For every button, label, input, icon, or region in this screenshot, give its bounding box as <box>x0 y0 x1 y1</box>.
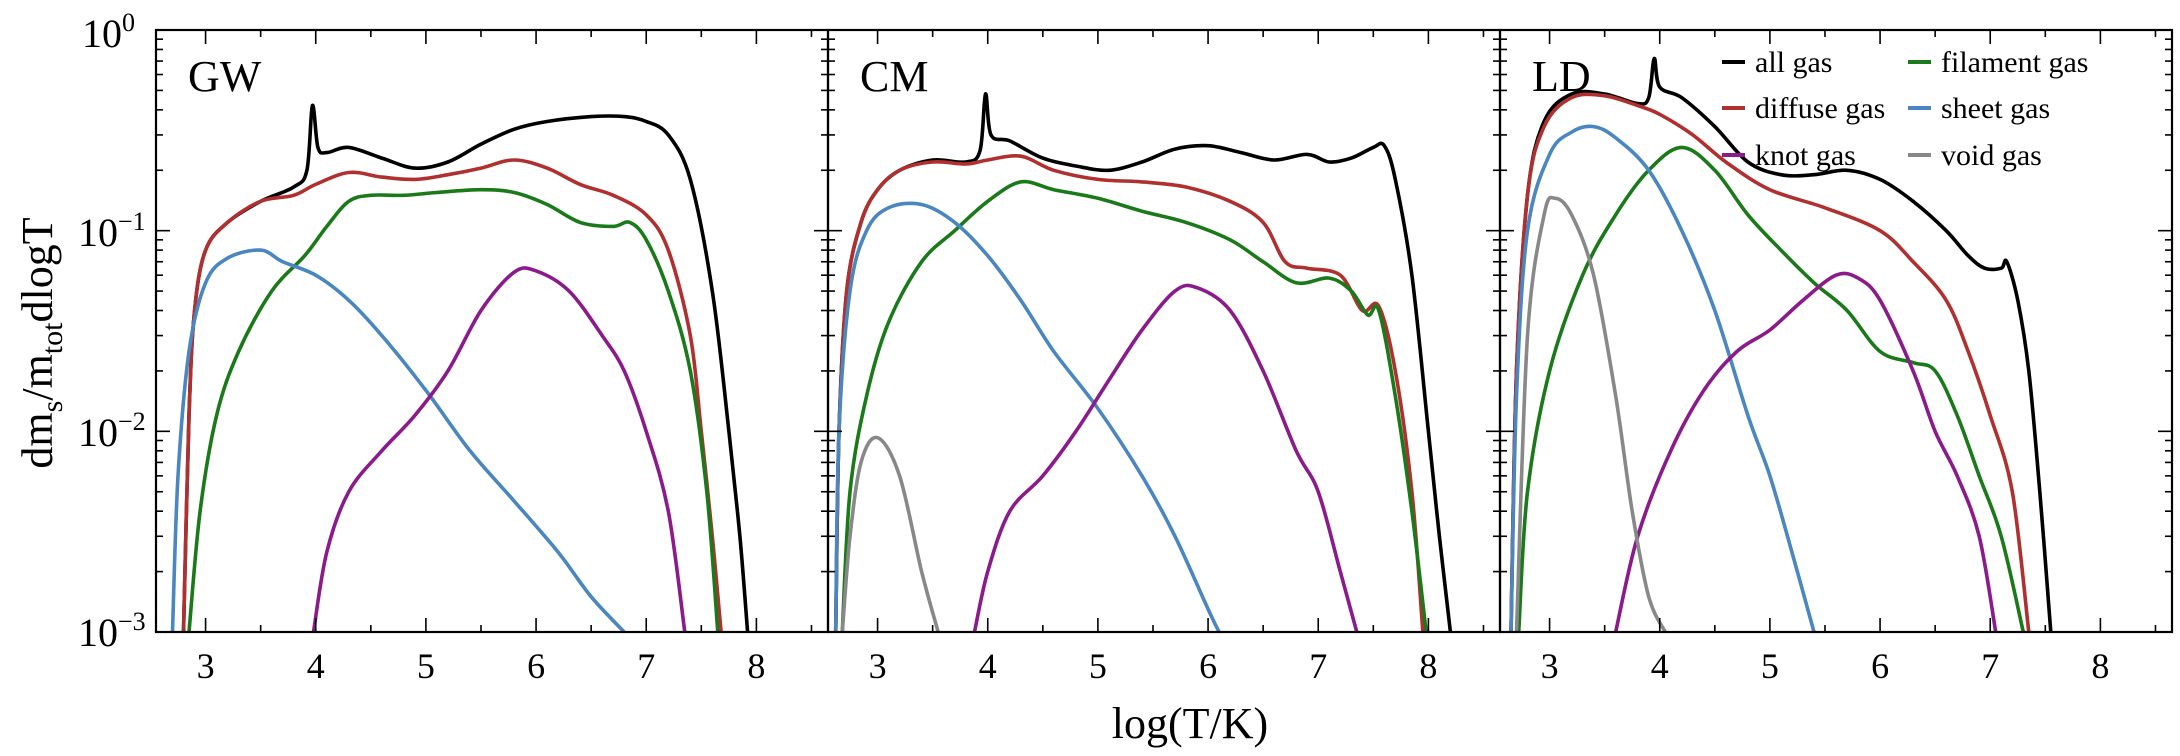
x-tick-label-cm-4: 4 <box>979 646 997 686</box>
y-ticks-ld <box>1500 38 2172 633</box>
panel-label-gw: GW <box>188 52 262 101</box>
legend-entry-diffuse-gas: diffuse gas <box>1722 92 1885 125</box>
x-tick-label-gw-3: 3 <box>197 646 215 686</box>
legend-label-filament-gas: filament gas <box>1941 46 2088 79</box>
legend-entry-sheet-gas: sheet gas <box>1908 92 2050 125</box>
legend-label-diffuse-gas: diffuse gas <box>1755 92 1885 125</box>
panel-label-ld: LD <box>1532 52 1591 101</box>
series-gw-diffuse-gas <box>181 158 723 632</box>
series-gw-sheet-gas <box>170 248 626 632</box>
series-ld-sheet-gas <box>1509 124 1816 632</box>
series-gw-filament-gas <box>187 187 720 632</box>
x-tick-label-ld-3: 3 <box>1541 646 1559 686</box>
legend-label-void-gas: void gas <box>1941 139 2042 172</box>
legend-entry-void-gas: void gas <box>1908 139 2042 172</box>
curves-gw <box>170 103 750 632</box>
x-tick-label-gw-6: 6 <box>527 646 545 686</box>
y-tick-label-1e-1: 10−1 <box>78 207 146 255</box>
panels: 3 4 5 6 7 8 GW 3 4 5 6 7 8 CM 3 4 5 6 7 8 LD <box>154 28 2174 686</box>
series-ld-knot-gas <box>1613 271 1998 632</box>
series-ld-diffuse-gas <box>1509 92 2031 632</box>
x-tick-label-gw-5: 5 <box>417 646 435 686</box>
curves-ld <box>1509 56 2053 632</box>
x-tick-label-cm-8: 8 <box>1419 646 1437 686</box>
panel-label-cm: CM <box>860 52 928 101</box>
x-tick-label-cm-6: 6 <box>1199 646 1217 686</box>
series-cm-sheet-gas <box>833 201 1221 632</box>
x-tick-label-ld-5: 5 <box>1761 646 1779 686</box>
x-tick-label-ld-4: 4 <box>1651 646 1669 686</box>
y-axis-label: dms/mtotdlogT <box>13 217 69 468</box>
y-ticks-cm <box>828 38 1500 633</box>
x-axis-label: log(T/K) <box>1112 699 1268 748</box>
panel-frame-ld <box>1498 28 2174 634</box>
x-tick-label-ld-8: 8 <box>2091 646 2109 686</box>
legend-label-all-gas: all gas <box>1755 46 1832 79</box>
x-tick-label-gw-4: 4 <box>307 646 325 686</box>
series-gw-all-gas <box>181 103 750 632</box>
series-gw-knot-gas <box>311 266 687 632</box>
series-ld-all-gas <box>1509 56 2053 632</box>
legend-entry-all-gas: all gas <box>1722 46 1832 79</box>
panel-ld: 3 4 5 6 7 8 LD <box>1498 28 2174 686</box>
panel-gw: 3 4 5 6 7 8 GW <box>154 28 830 686</box>
y-ticks-gw <box>156 38 828 633</box>
series-cm-diffuse-gas <box>833 154 1425 632</box>
legend-label-sheet-gas: sheet gas <box>1941 92 2050 125</box>
legend-entry-knot-gas: knot gas <box>1722 139 1856 172</box>
x-tick-label-cm-7: 7 <box>1309 646 1327 686</box>
y-tick-label-1e0: 100 <box>82 8 135 56</box>
x-tick-label-cm-3: 3 <box>869 646 887 686</box>
x-tick-label-gw-7: 7 <box>637 646 655 686</box>
x-tick-label-cm-5: 5 <box>1089 646 1107 686</box>
x-ticks-ld: 3 4 5 6 7 8 <box>1541 30 2157 686</box>
x-tick-label-gw-8: 8 <box>747 646 765 686</box>
curves-cm <box>833 92 1453 632</box>
legend-entry-filament-gas: filament gas <box>1908 46 2088 79</box>
series-cm-void-gas <box>840 435 940 632</box>
series-ld-filament-gas <box>1516 145 2026 632</box>
series-cm-filament-gas <box>840 179 1428 632</box>
legend-label-knot-gas: knot gas <box>1755 139 1856 172</box>
x-ticks-cm: 3 4 5 6 7 8 <box>869 30 1485 686</box>
panel-frame-cm <box>826 28 1502 634</box>
y-tick-label-1e-2: 10−2 <box>78 407 146 455</box>
panel-cm: 3 4 5 6 7 8 CM <box>826 28 1502 686</box>
legend: all gas filament gas diffuse gas sheet g… <box>1722 46 2088 172</box>
series-cm-knot-gas <box>972 283 1359 632</box>
series-cm-all-gas <box>833 92 1453 632</box>
x-ticks-gw: 3 4 5 6 7 8 <box>197 30 813 686</box>
series-ld-void-gas <box>1514 195 1667 632</box>
y-tick-labels: 100 10−1 10−2 10−3 <box>78 8 146 655</box>
x-tick-label-ld-6: 6 <box>1871 646 1889 686</box>
panel-frame-gw <box>154 28 830 634</box>
y-tick-label-1e-3: 10−3 <box>78 607 146 655</box>
x-tick-label-ld-7: 7 <box>1981 646 1999 686</box>
